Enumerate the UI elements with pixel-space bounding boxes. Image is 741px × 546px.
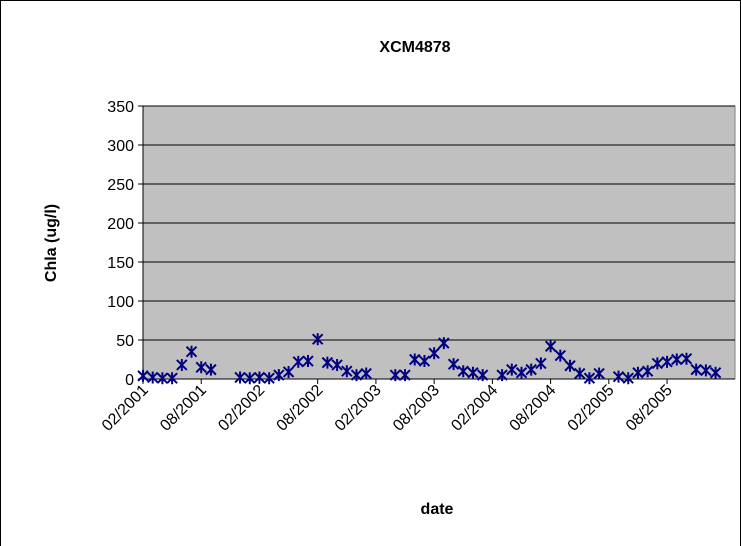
- data-point: [525, 363, 537, 376]
- y-tick-label: 350: [107, 99, 134, 116]
- data-point: [438, 337, 450, 350]
- data-point: [661, 355, 673, 368]
- data-point: [331, 358, 343, 371]
- data-point: [302, 355, 314, 368]
- data-point: [146, 371, 159, 384]
- data-point: [311, 333, 324, 346]
- data-point: [574, 367, 586, 380]
- data-point: [282, 365, 295, 378]
- data-point: [544, 340, 557, 353]
- data-point: [593, 367, 605, 380]
- x-axis-label: date: [421, 501, 454, 518]
- data-point: [632, 366, 644, 379]
- data-point: [244, 372, 256, 385]
- data-point: [700, 364, 712, 377]
- data-point: [554, 349, 567, 362]
- data-point: [176, 358, 188, 371]
- data-point: [515, 366, 528, 379]
- data-point: [583, 372, 596, 385]
- data-point: [253, 371, 266, 384]
- data-point: [292, 355, 304, 368]
- data-point: [651, 357, 664, 370]
- data-point: [641, 365, 654, 378]
- data-point: [506, 363, 518, 376]
- y-tick-label: 50: [116, 333, 134, 350]
- data-point: [457, 365, 469, 378]
- data-point: [166, 372, 178, 385]
- data-point: [680, 352, 693, 365]
- data-point: [205, 363, 217, 376]
- data-point: [273, 369, 285, 382]
- data-point: [418, 355, 431, 368]
- data-point: [137, 369, 149, 382]
- data-point: [447, 358, 460, 371]
- data-point: [263, 372, 275, 385]
- data-point: [535, 357, 547, 370]
- data-point: [428, 347, 440, 360]
- data-point: [195, 361, 207, 374]
- data-point: [622, 372, 634, 385]
- data-point: [321, 356, 334, 369]
- data-point: [156, 372, 169, 385]
- y-tick-label: 300: [107, 138, 134, 155]
- data-point: [709, 366, 722, 379]
- data-point: [496, 369, 508, 382]
- data-point: [690, 363, 702, 376]
- y-tick-label: 0: [125, 372, 134, 389]
- data-point: [612, 370, 625, 383]
- chart-title: XCM4878: [379, 39, 450, 56]
- data-point: [564, 359, 576, 372]
- data-point: [476, 369, 489, 382]
- y-axis-label: Chla (ug/l): [43, 204, 60, 282]
- y-tick-label: 250: [107, 177, 134, 194]
- y-tick-label: 150: [107, 255, 134, 272]
- data-point: [389, 369, 402, 382]
- data-point: [399, 369, 411, 382]
- data-point: [360, 367, 372, 380]
- data-point: [341, 365, 353, 378]
- data-point: [671, 353, 683, 366]
- y-tick-label: 200: [107, 216, 134, 233]
- data-point: [234, 371, 246, 384]
- y-tick-label: 100: [107, 294, 134, 311]
- data-point: [350, 369, 363, 382]
- data-point: [185, 345, 198, 358]
- plot-area: [142, 105, 736, 380]
- data-point: [409, 353, 421, 366]
- data-point: [467, 366, 479, 379]
